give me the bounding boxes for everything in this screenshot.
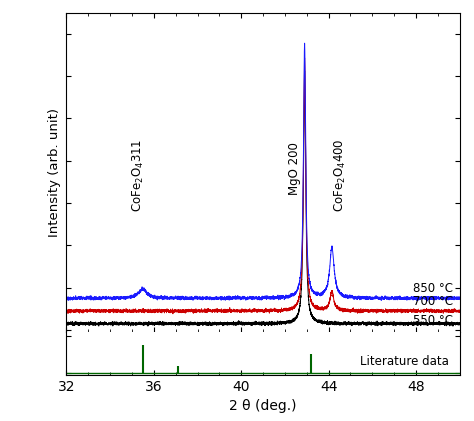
Text: Literature data: Literature data (360, 355, 449, 368)
Text: MgO 200: MgO 200 (288, 142, 301, 195)
Text: CoFe$_2$O$_4$311: CoFe$_2$O$_4$311 (131, 138, 146, 211)
Text: CoFe$_2$O$_4$400: CoFe$_2$O$_4$400 (333, 138, 348, 211)
Text: 700 °C: 700 °C (413, 295, 453, 308)
Text: 550 °C: 550 °C (413, 314, 453, 328)
X-axis label: 2 θ (deg.): 2 θ (deg.) (229, 399, 297, 413)
Y-axis label: Intensity (arb. unit): Intensity (arb. unit) (48, 108, 61, 237)
Text: 850 °C: 850 °C (413, 282, 453, 295)
